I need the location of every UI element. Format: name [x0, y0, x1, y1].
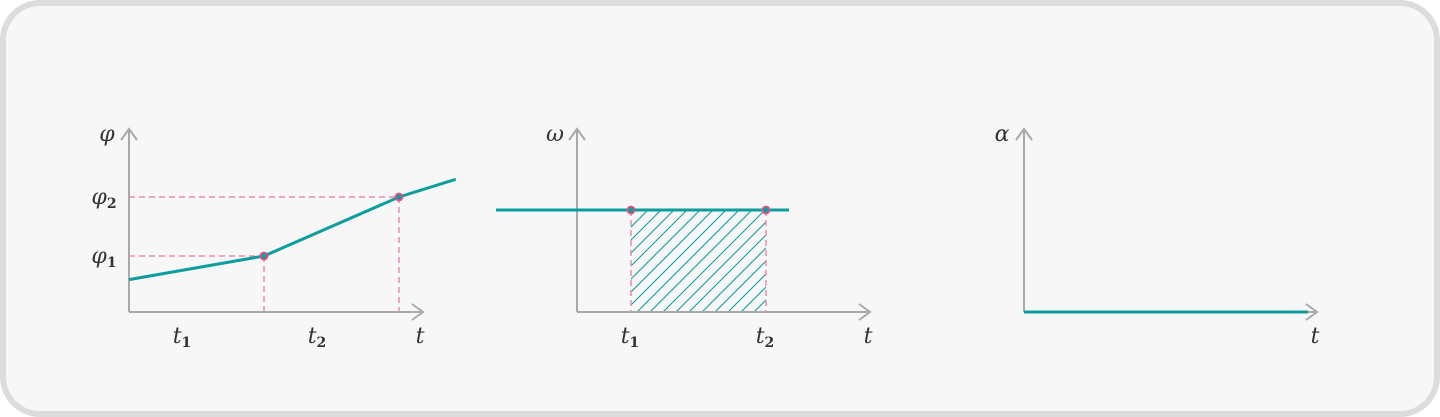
axes-1	[120, 127, 425, 321]
line-series-1	[128, 177, 457, 282]
y-axis-label-2: ω	[546, 122, 564, 147]
data-point-2	[761, 205, 771, 215]
x-axis-label-3: t	[1311, 324, 1320, 349]
y-axis-label-1: φ	[99, 122, 115, 147]
panel-angle: φ t t1 t2 φ2 φ1	[91, 122, 457, 351]
data-point-1	[259, 251, 269, 261]
points-2	[626, 205, 771, 215]
data-point-1	[626, 205, 636, 215]
x-tick-t1-2: t1	[621, 324, 640, 351]
panel-angular-acceleration: α t	[995, 122, 1320, 349]
x-tick-t2-2: t2	[756, 324, 775, 351]
axes-3	[1015, 127, 1319, 321]
x-axis-label-1: t	[416, 324, 425, 349]
panel-angular-velocity: ω t t1 t2	[496, 122, 873, 351]
y-tick-phi2: φ2	[91, 185, 116, 212]
shaded-area	[631, 210, 766, 312]
x-tick-t1-1: t1	[173, 324, 192, 351]
data-point-2	[394, 192, 404, 202]
y-tick-phi1: φ1	[91, 244, 116, 271]
y-axis-label-3: α	[995, 122, 1010, 147]
x-tick-t2-1: t2	[308, 324, 327, 351]
guides-1	[129, 196, 400, 312]
points-1	[259, 192, 404, 261]
x-axis-label-2: t	[864, 324, 873, 349]
guides-2	[630, 210, 767, 312]
